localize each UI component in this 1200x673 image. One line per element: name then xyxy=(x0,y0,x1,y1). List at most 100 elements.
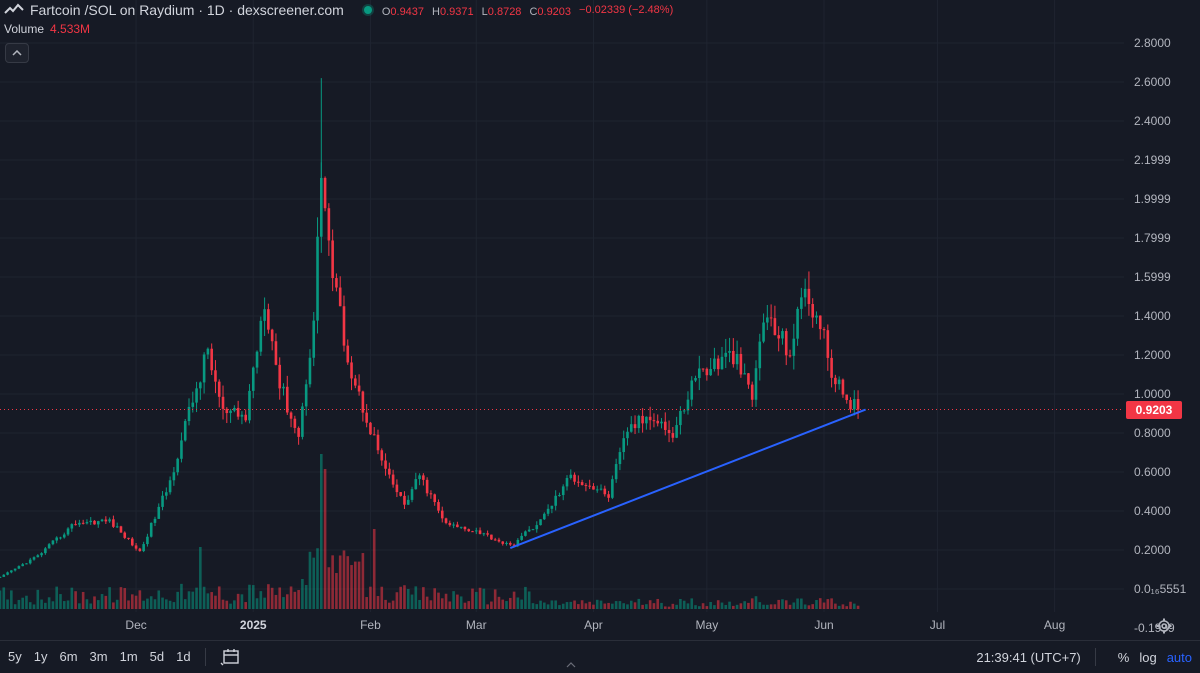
volume-bar xyxy=(55,586,58,609)
candle-body xyxy=(747,373,750,385)
volume-bar xyxy=(686,603,690,609)
volume-bar xyxy=(331,555,334,609)
price-tick-label: 1.0000 xyxy=(1134,387,1171,401)
candle-body xyxy=(656,420,660,424)
volume-bar xyxy=(112,602,115,609)
candle-body xyxy=(244,414,247,421)
volume-bar xyxy=(558,605,561,609)
volume-bar xyxy=(78,603,81,609)
volume-bar xyxy=(512,591,516,609)
candle-body xyxy=(781,331,784,339)
candle-body xyxy=(429,493,433,495)
candle-body xyxy=(459,526,463,528)
gear-icon[interactable] xyxy=(1156,618,1172,634)
volume-bar xyxy=(663,606,667,609)
candle-body xyxy=(845,394,849,401)
candle-body xyxy=(168,480,172,493)
chart-area[interactable] xyxy=(0,0,1124,612)
volume-bar xyxy=(463,602,467,609)
candle-body xyxy=(323,177,327,209)
volume-bar xyxy=(826,599,830,609)
volume-bar xyxy=(626,604,629,609)
volume-bar xyxy=(694,605,697,609)
volume-bar xyxy=(807,605,811,609)
range-button-6m[interactable]: 6m xyxy=(59,649,78,664)
volume-bar xyxy=(516,597,520,609)
range-button-1m[interactable]: 1m xyxy=(119,649,138,664)
volume-bar xyxy=(603,603,607,609)
ohlc-l: L0.8728 xyxy=(481,6,522,18)
volume-bar xyxy=(648,600,652,609)
time-axis[interactable]: Dec 2025 Feb Mar Apr May Jun Jul Aug xyxy=(0,612,1124,640)
range-button-3m[interactable]: 3m xyxy=(89,649,108,664)
candle-body xyxy=(818,315,822,330)
volume-bar xyxy=(388,602,391,609)
range-button-1y[interactable]: 1y xyxy=(33,649,48,664)
volume-bar xyxy=(633,602,637,609)
candle-body xyxy=(354,378,357,386)
volume-bar xyxy=(565,602,569,609)
volume-bar xyxy=(10,590,13,609)
candlestick-chart[interactable] xyxy=(0,0,1124,612)
candle-body xyxy=(758,341,762,369)
candle-body xyxy=(312,320,316,358)
volume-bar xyxy=(800,598,803,609)
candle-body xyxy=(777,335,780,339)
scroll-caret-icon[interactable] xyxy=(566,662,576,668)
volume-bar xyxy=(165,599,168,609)
candle-body xyxy=(267,309,270,330)
volume-bar xyxy=(486,604,489,609)
volume-bar xyxy=(743,601,746,609)
candle-body xyxy=(85,522,89,524)
candle-body xyxy=(524,531,527,536)
percent-scale-button[interactable]: % xyxy=(1117,649,1130,665)
change-value: −0.02339 (−2.48%) xyxy=(579,4,674,16)
volume-bar xyxy=(263,597,266,609)
volume-bar xyxy=(13,604,17,609)
candle-body xyxy=(592,486,595,490)
volume-bar xyxy=(852,603,856,609)
candle-body xyxy=(629,424,633,432)
volume-bar xyxy=(229,603,232,609)
candle-body xyxy=(191,402,195,407)
volume-bar xyxy=(96,600,100,609)
price-tick-label: 2.1999 xyxy=(1134,153,1171,167)
candle-body xyxy=(285,386,289,413)
volume-bar xyxy=(199,547,202,609)
volume-bar xyxy=(285,594,289,609)
volume-bar xyxy=(505,601,508,609)
range-button-1d[interactable]: 1d xyxy=(176,649,191,664)
log-scale-button[interactable]: log xyxy=(1139,649,1157,665)
candle-body xyxy=(157,506,161,519)
calendar-range-icon[interactable] xyxy=(220,648,242,666)
volume-bar xyxy=(206,593,210,609)
price-tick-label: 0.4000 xyxy=(1134,504,1171,518)
collapse-legend-button[interactable] xyxy=(5,43,29,63)
price-axis[interactable]: 2.8000 2.6000 2.4000 2.1999 1.9999 1.7999 1.59… xyxy=(1124,0,1200,635)
volume-bar xyxy=(803,604,807,609)
candle-body xyxy=(10,570,13,573)
candle-body xyxy=(648,416,652,421)
candle-body xyxy=(603,488,607,495)
candle-body xyxy=(195,388,198,403)
volume-bar xyxy=(716,600,720,609)
candle-body xyxy=(440,510,444,519)
candle-body xyxy=(395,484,399,493)
candle-body xyxy=(614,464,618,480)
clock-display[interactable]: 21:39:41 (UTC+7) xyxy=(976,649,1081,665)
volume-bar xyxy=(732,605,735,609)
range-button-5d[interactable]: 5d xyxy=(149,649,165,664)
volume-bar xyxy=(376,596,380,609)
price-tick-label: 1.2000 xyxy=(1134,348,1171,362)
candle-body xyxy=(66,528,70,535)
volume-bar xyxy=(414,586,418,609)
range-button-5y[interactable]: 5y xyxy=(8,649,22,664)
candle-body xyxy=(422,475,425,480)
volume-bar xyxy=(410,594,414,609)
candle-body xyxy=(743,373,746,375)
candle-body xyxy=(165,492,168,496)
candle-body xyxy=(233,407,236,411)
candle-body xyxy=(645,416,648,424)
auto-scale-button[interactable]: auto xyxy=(1166,649,1192,665)
candle-body xyxy=(342,306,346,346)
